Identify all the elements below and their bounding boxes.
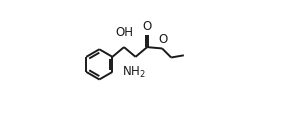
Text: O: O: [158, 34, 167, 46]
Text: O: O: [143, 20, 152, 33]
Text: NH$_2$: NH$_2$: [122, 65, 146, 80]
Text: OH: OH: [116, 26, 134, 39]
